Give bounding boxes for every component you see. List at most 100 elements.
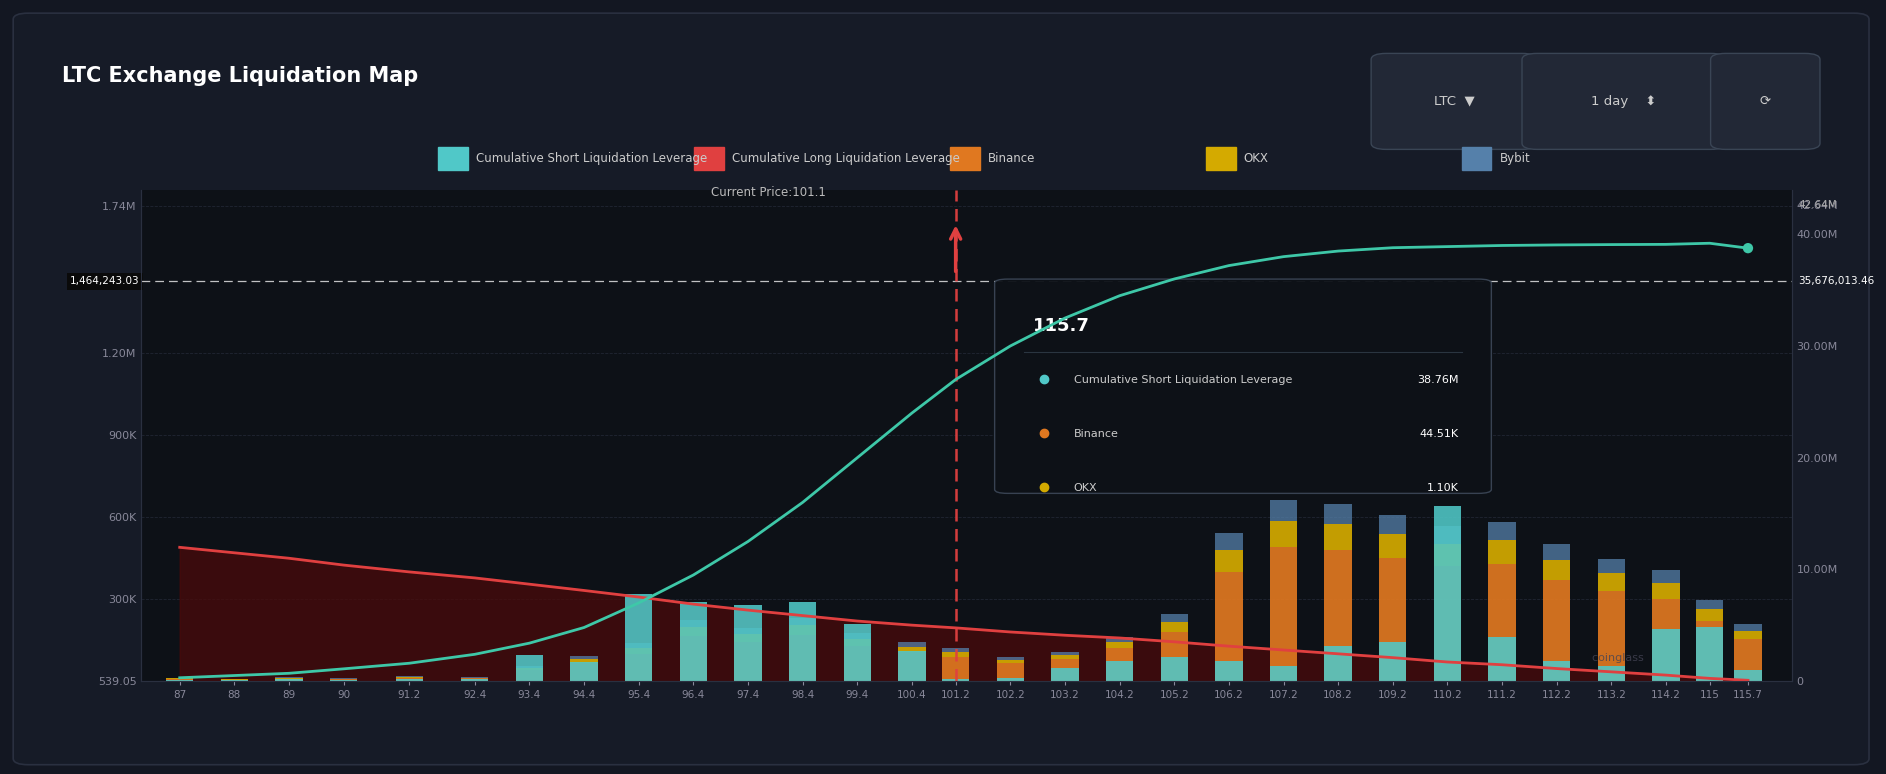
Bar xyxy=(898,652,926,681)
Bar xyxy=(788,625,817,635)
Text: Current Price:101.1: Current Price:101.1 xyxy=(711,187,826,199)
Bar xyxy=(1543,662,1571,681)
Text: 1.10K: 1.10K xyxy=(1426,484,1458,494)
Bar xyxy=(788,635,817,681)
Bar xyxy=(1696,621,1724,681)
Bar xyxy=(330,680,356,681)
Bar xyxy=(694,147,724,170)
Bar xyxy=(1433,543,1462,567)
Text: 42.64M: 42.64M xyxy=(1799,200,1837,210)
Text: 38.76M: 38.76M xyxy=(1416,375,1458,385)
Bar xyxy=(679,602,707,681)
Bar xyxy=(1488,522,1516,540)
Bar xyxy=(734,604,762,681)
Bar xyxy=(1462,147,1492,170)
Bar xyxy=(1652,599,1680,681)
Bar xyxy=(1160,615,1188,622)
Bar xyxy=(996,678,1024,681)
Bar xyxy=(898,651,926,681)
Text: Cumulative Short Liquidation Leverage: Cumulative Short Liquidation Leverage xyxy=(1073,375,1292,385)
FancyBboxPatch shape xyxy=(13,13,1869,765)
Bar xyxy=(1105,637,1133,642)
Bar xyxy=(788,618,817,625)
Text: coinglass: coinglass xyxy=(1586,653,1645,663)
Bar xyxy=(1735,670,1762,681)
Bar xyxy=(1051,652,1079,655)
Bar xyxy=(1433,506,1462,681)
Bar xyxy=(1433,526,1462,543)
Bar xyxy=(1160,632,1188,681)
Bar xyxy=(1160,657,1188,681)
Text: LTC  ▼: LTC ▼ xyxy=(1433,95,1475,108)
Bar xyxy=(898,642,926,647)
Bar xyxy=(1696,626,1724,681)
Bar xyxy=(1215,550,1243,572)
Bar xyxy=(1379,642,1407,681)
Bar xyxy=(570,659,598,663)
Bar xyxy=(679,627,707,636)
Bar xyxy=(941,680,969,681)
Bar xyxy=(570,662,598,681)
Bar xyxy=(438,147,468,170)
Text: ⟳: ⟳ xyxy=(1760,95,1771,108)
Bar xyxy=(1696,600,1724,609)
Bar xyxy=(1488,540,1516,563)
Text: LTC Exchange Liquidation Map: LTC Exchange Liquidation Map xyxy=(62,66,419,86)
Bar xyxy=(1269,500,1298,521)
Bar xyxy=(1543,544,1571,560)
Bar xyxy=(1488,638,1516,681)
Bar xyxy=(1269,547,1298,681)
Bar xyxy=(1735,625,1762,631)
Bar xyxy=(1433,567,1462,681)
Bar xyxy=(275,679,302,681)
Text: Cumulative Long Liquidation Leverage: Cumulative Long Liquidation Leverage xyxy=(732,152,960,165)
Bar xyxy=(1696,609,1724,621)
Bar xyxy=(1051,659,1079,681)
Bar xyxy=(1543,580,1571,681)
Bar xyxy=(396,677,422,678)
Bar xyxy=(1543,560,1571,580)
Bar xyxy=(1215,662,1243,681)
Bar xyxy=(996,659,1024,663)
Bar xyxy=(951,147,981,170)
Text: 35,676,013.46: 35,676,013.46 xyxy=(1799,276,1875,286)
Bar xyxy=(1652,583,1680,599)
Bar xyxy=(515,666,543,668)
Bar xyxy=(515,655,543,681)
Bar xyxy=(396,679,422,681)
Bar xyxy=(570,663,598,681)
Bar xyxy=(1597,591,1626,681)
Bar xyxy=(734,628,762,634)
Bar xyxy=(330,680,356,681)
Bar xyxy=(1488,563,1516,681)
Bar xyxy=(624,654,653,681)
Bar xyxy=(996,657,1024,659)
Bar xyxy=(1269,521,1298,547)
Bar xyxy=(679,636,707,681)
FancyBboxPatch shape xyxy=(994,279,1492,493)
Bar xyxy=(1105,642,1133,649)
Bar xyxy=(1735,631,1762,639)
Bar xyxy=(1652,570,1680,583)
Text: 1 day    ⬍: 1 day ⬍ xyxy=(1592,95,1656,108)
Text: Binance: Binance xyxy=(1073,430,1118,440)
Bar xyxy=(1324,524,1352,550)
Bar xyxy=(1324,646,1352,681)
Bar xyxy=(1160,622,1188,632)
Bar xyxy=(996,663,1024,681)
Bar xyxy=(1269,666,1298,681)
Bar xyxy=(1205,147,1235,170)
Bar xyxy=(1379,515,1407,534)
Bar xyxy=(624,648,653,654)
Bar xyxy=(1051,668,1079,681)
Bar xyxy=(1597,573,1626,591)
FancyBboxPatch shape xyxy=(1371,53,1537,149)
Bar xyxy=(843,646,871,681)
Bar xyxy=(843,633,871,639)
Text: OKX: OKX xyxy=(1245,152,1269,165)
Bar xyxy=(1735,639,1762,681)
Bar xyxy=(1215,533,1243,550)
Bar xyxy=(1652,628,1680,681)
Text: 1,464,243.03: 1,464,243.03 xyxy=(70,276,140,286)
Bar xyxy=(734,642,762,681)
